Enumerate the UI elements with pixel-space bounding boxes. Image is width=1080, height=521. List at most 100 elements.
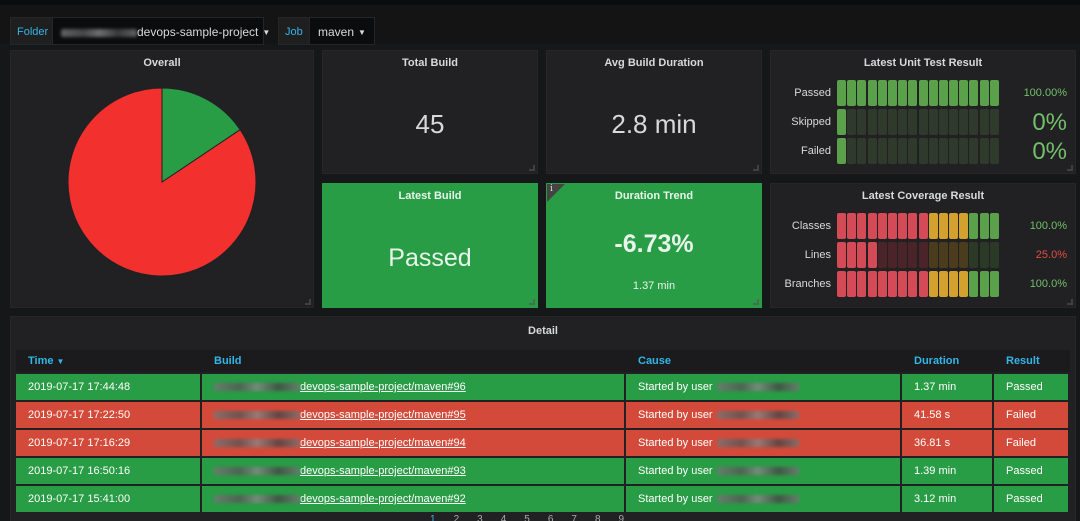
cell-build-text[interactable]: devops-sample-project/maven#96 [300,381,466,393]
cell-time-text: 2019-07-17 17:44:48 [28,381,131,393]
gauge-row: Lines 25.0% [771,242,1080,268]
cell-build[interactable]: devops-sample-project/maven#94 [202,430,626,456]
cell-cause: Started by user [626,402,902,428]
page-link[interactable]: 4 [500,514,507,521]
column-header-time[interactable]: Time ▼ [16,350,202,372]
resize-handle[interactable] [529,299,535,305]
gauge-cell [908,271,918,297]
resize-handle[interactable] [753,165,759,171]
panel-title[interactable]: Duration Trend [614,190,694,202]
gauge-cell [857,138,867,164]
gauge-value: 100.0% [1029,278,1067,290]
cell-build-text[interactable]: devops-sample-project/maven#92 [300,493,466,505]
gauge-cell [979,80,989,106]
avg-duration-value: 2.8 min [611,109,697,139]
resize-handle[interactable] [529,165,535,171]
gauge-cell [847,242,857,268]
resize-handle[interactable] [1067,165,1073,171]
cell-build[interactable]: devops-sample-project/maven#96 [202,374,626,400]
gauge-cell [989,242,999,268]
gauge-bar [837,242,1000,268]
column-header-duration[interactable]: Duration [902,350,994,372]
pie-slice-1[interactable] [161,87,241,183]
gauge-cell [908,242,918,268]
cell-build[interactable]: devops-sample-project/maven#92 [202,486,626,512]
gauge-cell [877,271,887,297]
panel-title[interactable]: Latest Build [398,190,462,202]
cell-duration-text: 36.81 s [914,437,951,449]
page-link[interactable]: 6 [547,514,554,521]
gauge-cell [837,109,846,135]
gauge-cell [949,213,959,239]
caret-down-icon: ▼ [358,27,366,37]
info-corner[interactable] [547,184,565,202]
cell-build[interactable]: devops-sample-project/maven#95 [202,402,626,428]
cell-build[interactable]: devops-sample-project/maven#93 [202,458,626,484]
gauge-cell [867,138,877,164]
column-header-cause[interactable]: Cause [626,350,902,372]
page-link[interactable]: 5 [524,514,530,521]
table-row[interactable]: 2019-07-17 17:44:48 devops-sample-project… [16,374,1070,400]
gauge-cell [847,109,857,135]
gauge-cell [928,80,938,106]
gauge-cell [938,242,948,268]
page-link[interactable]: 8 [594,514,601,521]
table-row[interactable]: 2019-07-17 16:50:16 devops-sample-project… [16,458,1070,484]
page-link[interactable]: 2 [453,514,460,521]
resize-handle[interactable] [1067,299,1073,305]
page-link[interactable]: 1 [430,514,436,521]
gauge-cell [959,138,969,164]
cell-build-text[interactable]: devops-sample-project/maven#95 [300,409,466,421]
panel-title[interactable]: Latest Unit Test Result [863,57,983,69]
panel-title[interactable]: Latest Coverage Result [861,190,985,202]
panel-title[interactable]: Avg Build Duration [604,57,704,69]
gauge-label: Passed [794,87,831,99]
panel-title[interactable]: Total Build [401,57,458,69]
page-link[interactable]: 3 [477,514,483,521]
gauge-cell [898,80,908,106]
latest-build-value: Passed [388,244,472,272]
resize-handle[interactable] [305,299,311,305]
cell-cause-text: Started by user [638,409,713,421]
folder-select[interactable]: devops-sample-project ▼ [52,17,270,45]
gauge-bar [837,109,1000,135]
gauge-label: Lines [804,249,831,261]
gauge-cell [867,242,877,268]
table-row[interactable]: 2019-07-17 17:16:29 devops-sample-project… [16,430,1070,456]
gauge-cell [979,138,989,164]
page-link[interactable]: 9 [618,514,625,521]
folder-label: Folder [10,17,56,45]
detail-table: Time ▼ Build Cause Duration Result 2019-… [16,348,1070,514]
gauge-cell [989,80,999,106]
column-header-result[interactable]: Result [994,350,1070,372]
info-icon[interactable]: i [550,184,553,194]
panel-title[interactable]: Overall [143,57,181,69]
table-row[interactable]: 2019-07-17 15:41:00 devops-sample-project… [16,486,1070,512]
folder-value: devops-sample-project [137,25,259,39]
page-link[interactable]: 7 [571,514,577,521]
column-header-build[interactable]: Build [202,350,626,372]
redacted-text [716,383,799,392]
duration-trend-value: -6.73% [614,230,694,258]
cell-time-text: 2019-07-17 17:16:29 [28,437,131,449]
resize-handle[interactable] [753,299,759,305]
cell-time: 2019-07-17 16:50:16 [16,458,202,484]
gauge-cell [918,109,928,135]
gauge-cell [837,271,846,297]
cell-build-text[interactable]: devops-sample-project/maven#93 [300,465,466,477]
gauge-cell [969,80,979,106]
cell-result-text: Passed [1006,465,1043,477]
gauge-cell [857,213,867,239]
cell-result: Passed [994,486,1070,512]
cell-duration: 41.58 s [902,402,994,428]
gauge-cell [938,213,948,239]
gauge-cell [938,138,948,164]
cell-time: 2019-07-17 15:41:00 [16,486,202,512]
panel-title[interactable]: Detail [528,325,558,337]
table-row[interactable]: 2019-07-17 17:22:50 devops-sample-project… [16,402,1070,428]
gauge-cell [887,80,897,106]
gauge-cell [969,109,979,135]
job-select[interactable]: maven ▼ [309,17,375,45]
cell-build-text[interactable]: devops-sample-project/maven#94 [300,437,466,449]
cell-duration: 3.12 min [902,486,994,512]
